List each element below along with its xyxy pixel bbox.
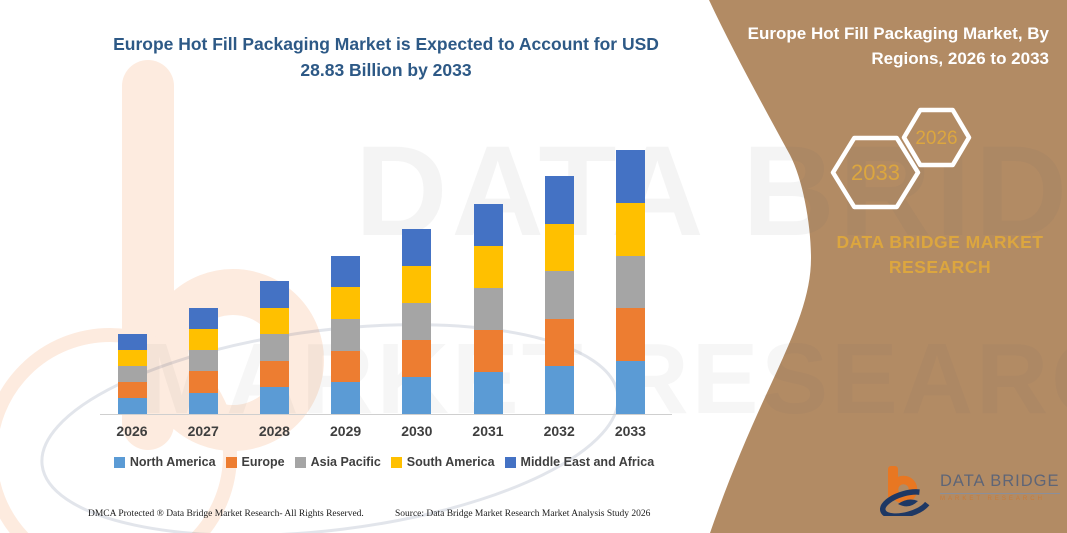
bar-2029	[331, 255, 361, 414]
bar-2031	[473, 203, 503, 414]
logo-tagline-text: MARKET RESEARCH	[940, 496, 1045, 502]
legend-swatch-icon	[294, 456, 306, 468]
bar-2032	[544, 176, 574, 414]
bar-segment-south-america-2032	[544, 223, 574, 272]
legend-swatch-icon	[504, 456, 516, 468]
bar-segment-europe-2031	[473, 329, 503, 372]
legend-swatch-icon	[225, 456, 237, 468]
footer-source-text: Source: Data Bridge Market Research Mark…	[395, 509, 651, 519]
logo-name-text: DATA BRIDGE	[940, 472, 1060, 494]
bar-segment-middle-east-and-africa-2026	[117, 334, 147, 350]
footer-dmca-text: DMCA Protected ® Data Bridge Market Rese…	[88, 509, 364, 519]
bar-segment-south-america-2030	[402, 265, 432, 303]
hexagon-2026-label: 2026	[915, 128, 957, 149]
watermark-b-icon	[0, 60, 620, 533]
x-axis-label-2030: 2030	[401, 423, 433, 439]
bar-2033	[615, 150, 645, 414]
bar-2030	[402, 228, 432, 414]
legend-label: Asia Pacific	[310, 455, 381, 469]
plot-area	[100, 0, 672, 414]
bar-segment-asia-pacific-2032	[544, 271, 574, 319]
bar-segment-asia-pacific-2027	[188, 350, 218, 372]
year-hexagons: 2033 2026	[830, 107, 972, 210]
x-axis-label-2031: 2031	[472, 423, 504, 439]
bar-segment-asia-pacific-2028	[259, 334, 289, 361]
bar-segment-europe-2028	[259, 360, 289, 388]
legend: North America Europe Asia Pacific South Ame…	[90, 455, 678, 469]
bar-segment-north-america-2030	[402, 376, 432, 414]
bar-segment-north-america-2026	[117, 398, 147, 414]
legend-label: Europe	[241, 455, 285, 469]
x-axis-label-2026: 2026	[116, 423, 148, 439]
bar-segment-north-america-2031	[473, 371, 503, 414]
bar-2026	[117, 334, 147, 414]
legend-item-south-america: South America	[390, 455, 495, 469]
data-bridge-logo-icon	[880, 466, 932, 516]
x-axis-label-2029: 2029	[330, 423, 362, 439]
legend-item-north-america: North America	[113, 455, 216, 469]
x-axis-label-2032: 2032	[543, 423, 575, 439]
hexagon-2026	[901, 107, 972, 168]
x-axis-labels: 2026 2027 2028 2029 2030 2031 2032 2033	[100, 423, 672, 443]
bar-segment-south-america-2028	[259, 307, 289, 335]
legend-swatch-icon	[390, 456, 402, 468]
bar-segment-asia-pacific-2029	[331, 318, 361, 351]
data-bridge-logo: DATA BRIDGE MARKET RESEARCH	[880, 464, 1060, 516]
hexagon-2033	[830, 135, 921, 210]
bar-segment-middle-east-and-africa-2029	[331, 255, 361, 288]
bar-segment-middle-east-and-africa-2031	[473, 203, 503, 246]
legend-item-asia-pacific: Asia Pacific	[294, 455, 381, 469]
x-axis-label-2027: 2027	[187, 423, 219, 439]
x-axis-line	[100, 413, 672, 415]
bar-segment-middle-east-and-africa-2030	[402, 228, 432, 266]
bar-segment-europe-2029	[331, 350, 361, 383]
legend-label: Middle East and Africa	[520, 455, 655, 469]
x-axis-label-2028: 2028	[258, 423, 290, 439]
legend-label: North America	[129, 455, 216, 469]
bar-segment-north-america-2027	[188, 392, 218, 414]
bar-segment-south-america-2029	[331, 287, 361, 319]
hexagon-2033-label: 2033	[851, 160, 900, 185]
bar-segment-south-america-2033	[615, 202, 645, 256]
bar-segment-south-america-2031	[473, 245, 503, 288]
bar-segment-asia-pacific-2026	[117, 366, 147, 382]
bar-segment-middle-east-and-africa-2033	[615, 150, 645, 203]
bar-segment-asia-pacific-2031	[473, 287, 503, 330]
chart-title: Europe Hot Fill Packaging Market is Expe…	[113, 34, 659, 80]
brand-wordmark: DATA BRIDGE MARKET RESEARCH	[836, 232, 1044, 277]
right-panel-title: Europe Hot Fill Packaging Market, By Reg…	[747, 24, 1049, 68]
bar-segment-asia-pacific-2033	[615, 255, 645, 309]
bar-segment-europe-2033	[615, 308, 645, 362]
bar-2027	[188, 307, 218, 414]
bar-segment-south-america-2026	[117, 350, 147, 366]
bar-segment-asia-pacific-2030	[402, 302, 432, 340]
bar-segment-south-america-2027	[188, 328, 218, 351]
bar-segment-europe-2027	[188, 371, 218, 393]
bar-segment-europe-2030	[402, 339, 432, 377]
bar-segment-middle-east-and-africa-2028	[259, 281, 289, 308]
bar-segment-europe-2032	[544, 318, 574, 367]
legend-swatch-icon	[113, 456, 125, 468]
bar-segment-north-america-2032	[544, 366, 574, 414]
bar-segment-north-america-2029	[331, 382, 361, 414]
bar-segment-middle-east-and-africa-2027	[188, 307, 218, 329]
legend-label: South America	[406, 455, 495, 469]
legend-item-europe: Europe	[225, 455, 285, 469]
bar-2028	[259, 281, 289, 414]
bar-segment-europe-2026	[117, 382, 147, 398]
x-axis-label-2033: 2033	[614, 423, 646, 439]
legend-item-middle-east-and-africa: Middle East and Africa	[504, 455, 655, 469]
bar-segment-north-america-2033	[615, 361, 645, 414]
bar-segment-north-america-2028	[259, 387, 289, 414]
bar-segment-middle-east-and-africa-2032	[544, 176, 574, 224]
